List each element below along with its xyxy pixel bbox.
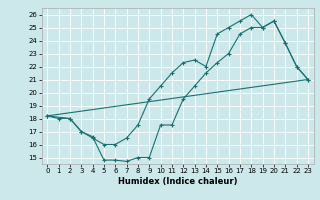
X-axis label: Humidex (Indice chaleur): Humidex (Indice chaleur) bbox=[118, 177, 237, 186]
